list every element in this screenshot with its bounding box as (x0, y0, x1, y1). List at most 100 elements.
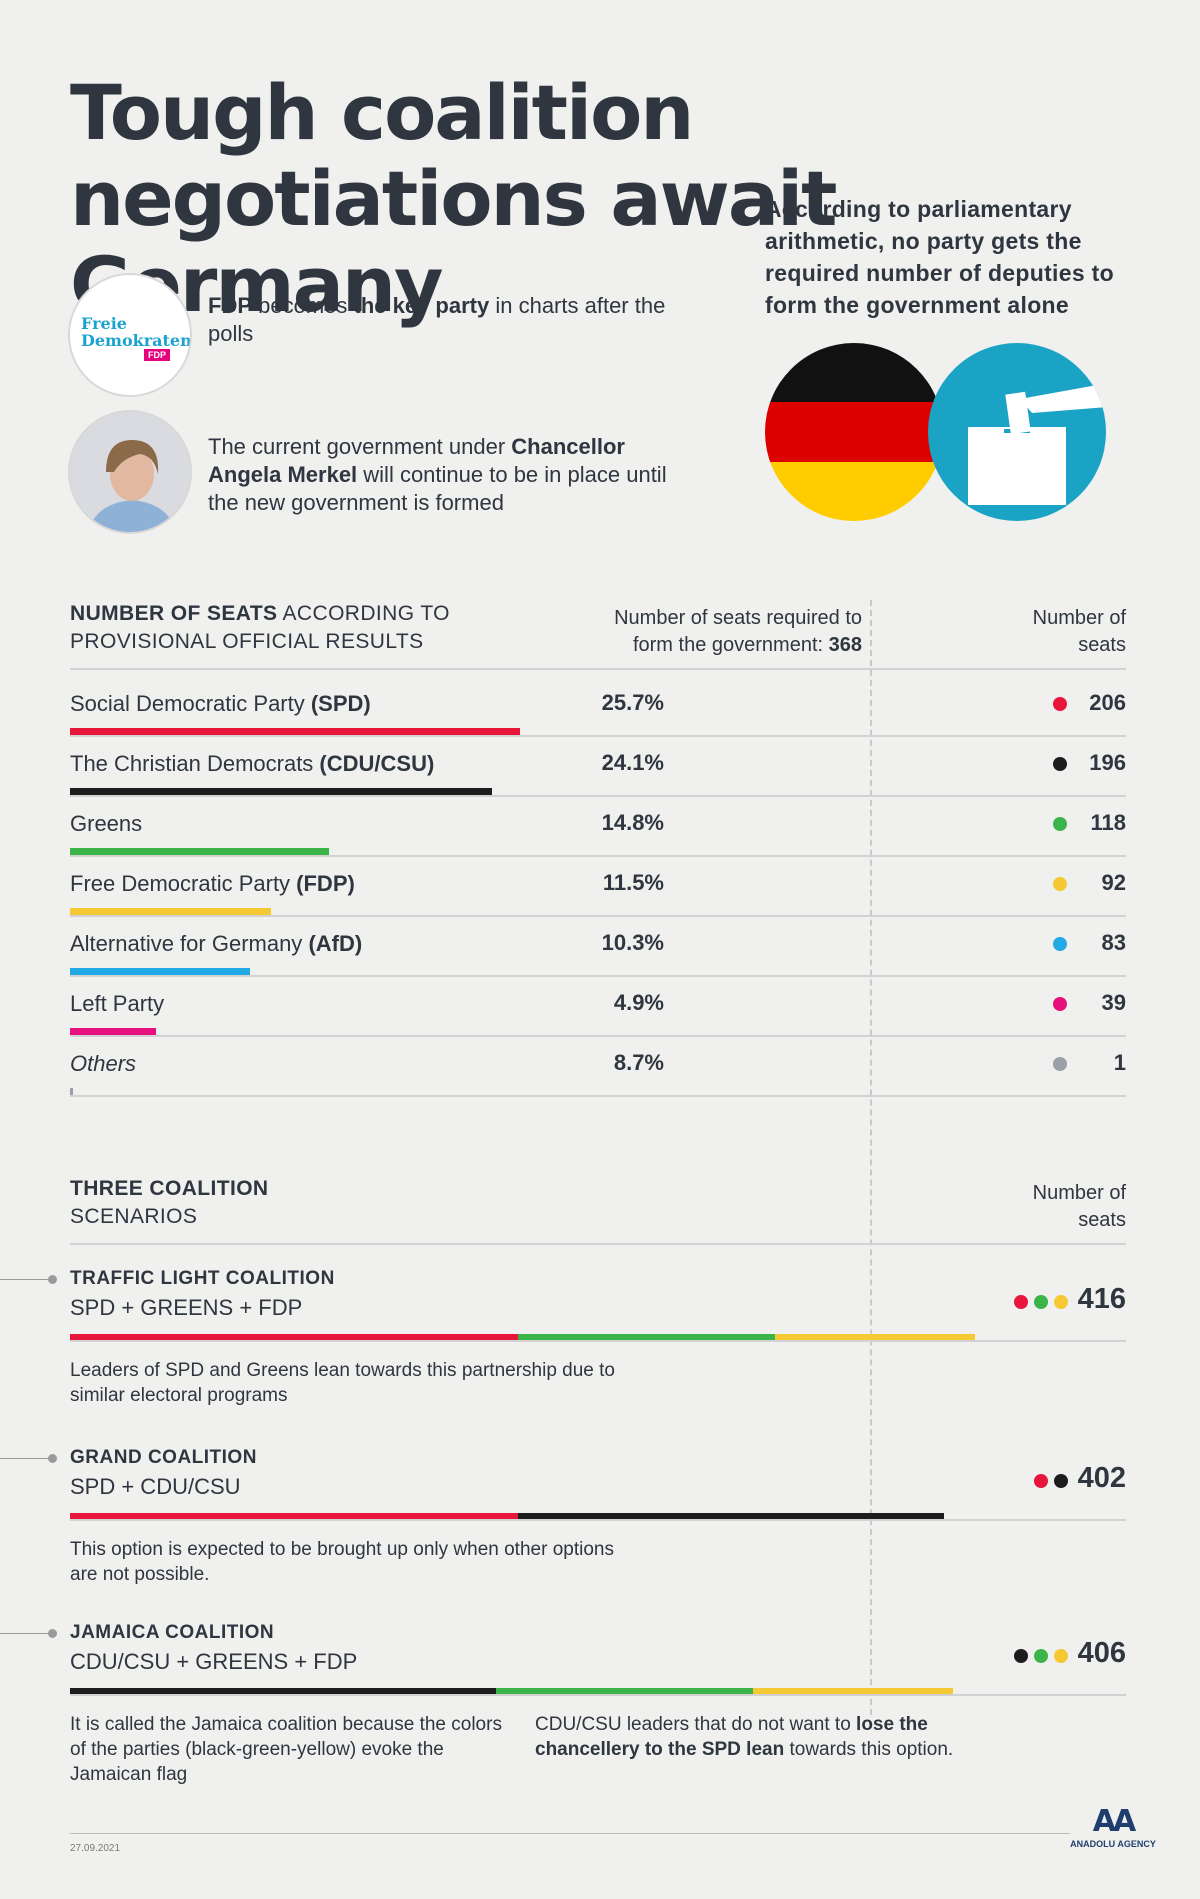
coalition-title: TRAFFIC LIGHT COALITION (70, 1268, 335, 1289)
party-percent: 11.5% (602, 870, 664, 895)
party-name: Others (70, 1051, 137, 1076)
anadolu-agency-logo: AA ANADOLU AGENCY (1068, 1805, 1158, 1865)
agency-name: ANADOLU AGENCY (1070, 1839, 1156, 1849)
seats-section-heading: NUMBER OF SEATS ACCORDING TO PROVISIONAL… (70, 602, 450, 653)
party-name: The Christian Democrats (CDU/CSU) (70, 751, 435, 776)
party-color-dot (1053, 997, 1067, 1011)
divider (70, 915, 1126, 917)
coalition-description: It is called the Jamaica coalition becau… (70, 1714, 502, 1785)
bullet-line (0, 1279, 50, 1280)
coalition-bar-segment (752, 1688, 954, 1696)
german-flag-icon (765, 343, 943, 521)
party-percent: 4.9% (613, 990, 664, 1015)
portrait-icon (70, 412, 190, 532)
party-seats: 39 (1101, 990, 1126, 1015)
party-bar (70, 1028, 156, 1035)
coalition-parties: SPD + CDU/CSU (70, 1474, 241, 1499)
coalition-bar (70, 1688, 954, 1696)
coalition-bar-segment (518, 1334, 775, 1342)
coalition-bar (70, 1334, 975, 1342)
party-name: Free Democratic Party (FDP) (70, 871, 355, 896)
coalition-parties: SPD + GREENS + FDP (70, 1295, 303, 1320)
ballot-box-icon (928, 343, 1106, 521)
publish-date: 27.09.2021 (70, 1843, 121, 1854)
party-color-dot (1053, 697, 1067, 711)
divider (70, 1694, 1126, 1696)
coalition-color-dot (1034, 1474, 1048, 1488)
coalition-total-seats: 416 (1077, 1283, 1126, 1315)
aa-logo-icon: AA (1092, 1804, 1136, 1839)
party-bar (70, 728, 520, 735)
divider (70, 855, 1126, 857)
party-bar (70, 1088, 73, 1095)
divider (70, 1095, 1126, 1097)
coalition-color-dot (1054, 1474, 1068, 1488)
coalition-color-dot (1034, 1295, 1048, 1309)
party-seats: 206 (1089, 690, 1126, 715)
coalition-section-heading: THREE COALITION SCENARIOS (70, 1177, 269, 1228)
party-color-dot (1053, 757, 1067, 771)
divider (70, 1519, 1126, 1521)
party-bar (70, 788, 492, 795)
party-color-dot (1053, 937, 1067, 951)
coalition-parties: CDU/CSU + GREENS + FDP (70, 1649, 358, 1674)
note-fdp: FDP becomes the key party in charts afte… (208, 293, 666, 346)
page-title: Tough coalition negotiations await Germa… (70, 68, 838, 329)
coalition-bar-segment (70, 1688, 497, 1696)
coalition-title: GRAND COALITION (70, 1447, 257, 1468)
party-percent: 14.8% (601, 810, 664, 835)
divider (70, 975, 1126, 977)
coalition-color-dot (1034, 1649, 1048, 1663)
coalition-bar-segment (774, 1334, 975, 1342)
party-seats: 1 (1113, 1050, 1126, 1075)
footer-divider (70, 1833, 1070, 1834)
intro-text: According to parliamentary arithmetic, n… (765, 196, 1114, 318)
seats-column-heading: Number of seats (1032, 607, 1126, 656)
party-bar (70, 968, 251, 975)
fdp-logo-tag: FDP (144, 349, 170, 361)
coalition-seats-column-heading: Number of seats (1032, 1182, 1126, 1231)
party-color-dot (1053, 817, 1067, 831)
coalition-bar-segment (518, 1513, 945, 1521)
coalition-bar-segment (70, 1334, 519, 1342)
coalition-color-dot (1014, 1295, 1028, 1309)
majority-threshold-line (870, 600, 872, 1715)
bullet-dot (48, 1275, 57, 1284)
coalition-title: JAMAICA COALITION (70, 1622, 275, 1643)
jamaica-desc-2: CDU/CSU leaders that do not want to lose… (535, 1714, 954, 1760)
party-name: Left Party (70, 991, 165, 1016)
coalition-bar-segment (70, 1513, 519, 1521)
party-name: Alternative for Germany (AfD) (70, 931, 363, 956)
coalition-total-seats: 406 (1077, 1637, 1126, 1669)
bullet-line (0, 1458, 50, 1459)
coalition-description: Leaders of SPD and Greens lean towards t… (70, 1360, 615, 1406)
party-percent: 24.1% (601, 750, 664, 775)
merkel-portrait (68, 410, 192, 534)
required-seats-value: 368 (828, 634, 862, 656)
party-name: Greens (70, 811, 143, 836)
party-seats: 196 (1089, 750, 1126, 775)
fdp-logo-text: Freie Demokraten (81, 314, 192, 350)
party-bar (70, 908, 272, 915)
coalition-bar (70, 1513, 945, 1521)
divider (70, 1035, 1126, 1037)
party-color-dot (1053, 877, 1067, 891)
party-percent: 8.7% (613, 1050, 664, 1075)
fdp-logo: Freie Demokraten FDP (68, 273, 192, 397)
party-seats: 118 (1090, 810, 1127, 835)
bullet-dot (48, 1629, 57, 1638)
party-percent: 10.3% (601, 930, 664, 955)
bullet-line (0, 1633, 50, 1634)
coalition-color-dot (1014, 1649, 1028, 1663)
divider (70, 735, 1126, 737)
required-seats-heading: Number of seats required to form the gov… (614, 607, 862, 656)
divider (70, 1340, 1126, 1342)
coalition-description: This option is expected to be brought up… (70, 1539, 614, 1585)
divider (70, 1243, 1126, 1245)
divider (70, 668, 1126, 670)
divider (70, 795, 1126, 797)
bullet-dot (48, 1454, 57, 1463)
party-percent: 25.7% (601, 690, 664, 715)
party-seats: 92 (1101, 870, 1126, 895)
party-name: Social Democratic Party (SPD) (70, 691, 371, 716)
